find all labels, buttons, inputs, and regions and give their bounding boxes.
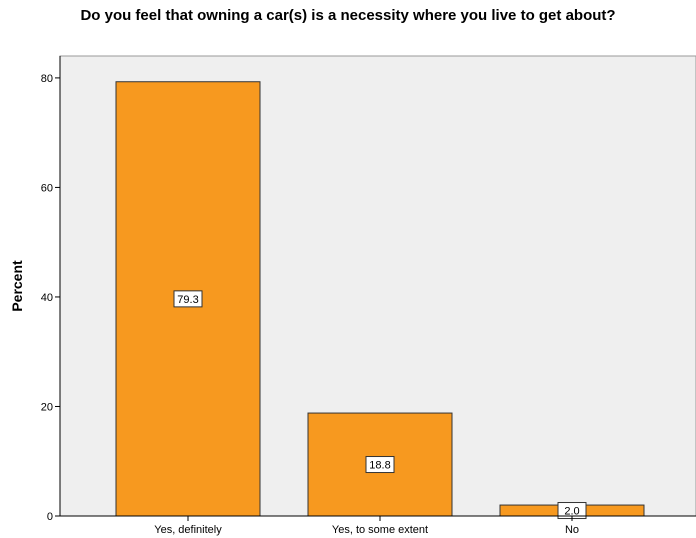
y-tick-label: 60 [41,182,53,194]
data-label-box [365,456,395,474]
y-axis-label: Percent [9,260,25,312]
y-tick-label: 20 [41,401,53,413]
x-tick-label: Yes, to some extent [332,524,428,536]
data-label: 18.8 [369,460,390,472]
y-tick-label: 40 [41,292,53,304]
x-tick-label: Yes, definitely [154,524,222,536]
chart-title: Do you feel that owning a car(s) is a ne… [80,7,616,24]
data-label-box [173,290,203,308]
x-tick-label: No [565,524,579,536]
y-tick-label: 0 [47,511,53,523]
y-tick-label: 80 [41,73,53,85]
data-label: 79.3 [177,294,198,306]
data-label: 2.0 [564,506,579,518]
